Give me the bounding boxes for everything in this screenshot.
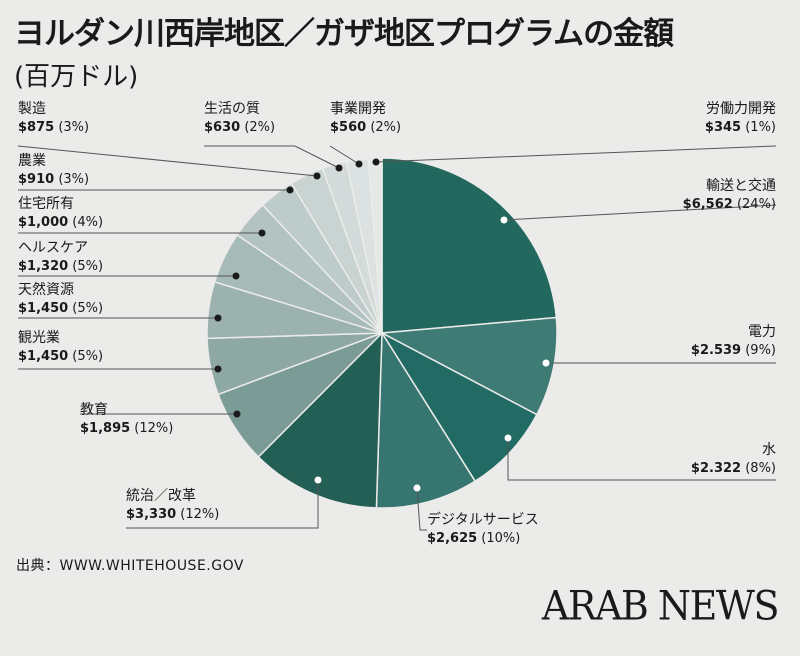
slice-label-name: 統治／改革 (126, 488, 196, 504)
pie-slice (379, 316, 558, 416)
slice-label-value: $875 (3%) (18, 120, 89, 135)
slice-label-value: $3,330 (12%) (126, 507, 219, 522)
slice-marker (232, 272, 240, 280)
slice-label-name: 教育 (80, 402, 108, 418)
slice-label-value: $1,450 (5%) (18, 301, 103, 316)
slice-marker (504, 434, 512, 442)
leader-line (503, 204, 777, 221)
slice-marker (355, 160, 363, 168)
slice-label-value: $2,625 (10%) (427, 531, 520, 546)
slice-marker (500, 216, 508, 224)
slice-label-value: $2.322 (8%) (691, 461, 776, 476)
slice-marker (335, 164, 343, 172)
pie-slice (375, 330, 477, 509)
leader-line (17, 145, 318, 177)
slice-label-name: 労働力開発 (706, 101, 776, 117)
source-note: 出典：WWW.WHITEHOUSE.GOV (16, 558, 244, 574)
slice-label-value: $2.539 (9%) (691, 343, 776, 358)
slice-label-value: $910 (3%) (18, 172, 89, 187)
slice-label-name: 事業開発 (330, 101, 386, 117)
pie-slice (379, 331, 538, 483)
slice-label-name: 水 (762, 442, 776, 458)
slice-label-name: 生活の質 (204, 101, 260, 117)
slice-label-value: $560 (2%) (330, 120, 401, 135)
slice-label-value: $1,000 (4%) (18, 215, 103, 230)
slice-marker (214, 365, 222, 373)
slice-label-value: $1,895 (12%) (80, 421, 173, 436)
chart-subtitle: (百万ドル) (14, 62, 139, 92)
pie-slice (257, 331, 383, 509)
slice-marker (258, 229, 266, 237)
slice-marker (313, 172, 321, 180)
slice-label-value: $345 (1%) (705, 120, 776, 135)
leader-line (507, 438, 776, 481)
slice-marker (233, 410, 241, 418)
arab-news-logo: ARAB NEWS (541, 582, 780, 630)
slice-marker (372, 158, 380, 166)
slice-marker (542, 359, 550, 367)
leader-line (204, 145, 340, 169)
slice-marker (214, 314, 222, 322)
leader-line (375, 145, 777, 163)
slice-marker (286, 186, 294, 194)
slice-marker (413, 484, 421, 492)
slice-label-name: 住宅所有 (18, 196, 74, 212)
leader-line (126, 480, 319, 529)
slice-label-name: 電力 (748, 324, 776, 340)
slice-label-value: $630 (2%) (204, 120, 275, 135)
slice-label-value: $1,320 (5%) (18, 259, 103, 274)
pie-slice (381, 157, 558, 334)
slice-label-name: ヘルスケア (18, 240, 88, 256)
slice-label-name: 天然資源 (18, 281, 74, 298)
chart-title: ヨルダン川西岸地区／ガザ地区プログラムの金額 (14, 16, 674, 52)
slice-label-value: $6,562 (24%) (683, 197, 776, 212)
slice-label-name: デジタルサービス (427, 511, 539, 528)
slice-label-value: $1,450 (5%) (18, 349, 103, 364)
slice-label-name: 農業 (18, 153, 46, 169)
slice-label-name: 製造 (18, 101, 46, 117)
pie-slice (367, 157, 383, 334)
slice-marker (314, 476, 322, 484)
leader-line (329, 145, 360, 165)
slice-label-name: 観光業 (18, 329, 60, 346)
leader-line (416, 487, 427, 531)
slice-label-name: 輸送と交通 (706, 177, 776, 194)
